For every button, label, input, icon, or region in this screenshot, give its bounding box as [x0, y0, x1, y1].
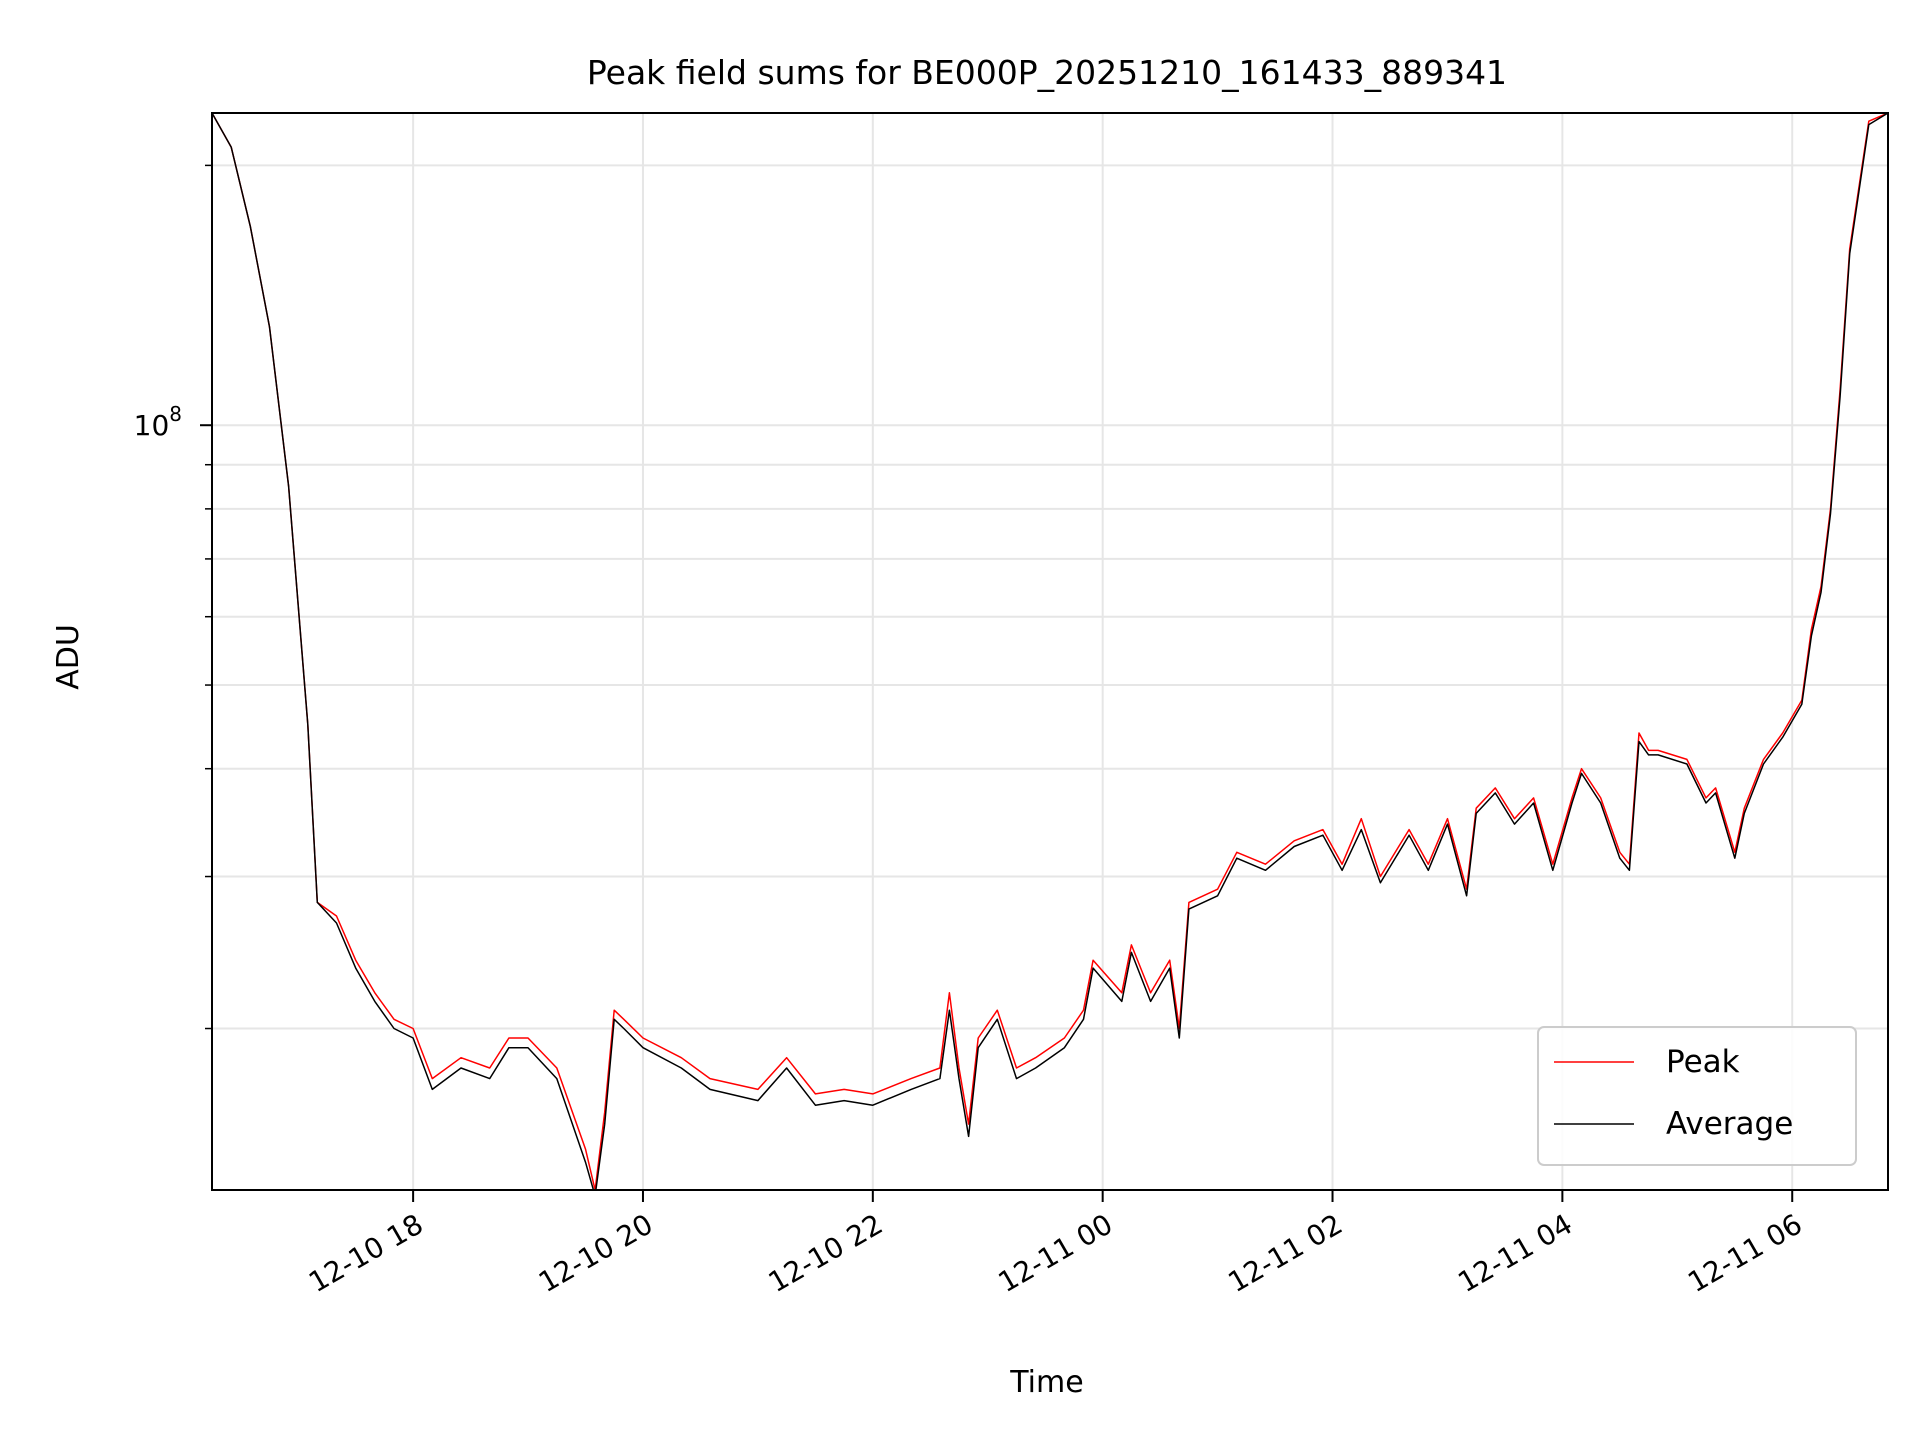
y-tick-exponent: 8	[169, 402, 182, 426]
y-axis-label: ADU	[51, 624, 86, 690]
grid-lines	[212, 113, 1888, 1190]
legend: Peak Average	[1537, 1026, 1857, 1166]
legend-label-average: Average	[1666, 1106, 1793, 1142]
legend-label-peak: Peak	[1666, 1044, 1740, 1080]
y-tick-label: 108	[134, 402, 182, 442]
series-line-peak	[212, 113, 1888, 1190]
x-axis-label: Time	[1009, 1365, 1083, 1400]
series-line-average	[212, 113, 1888, 1190]
chart-title: Peak field sums for BE000P_20251210_1614…	[587, 53, 1507, 92]
axes-frame	[211, 112, 1889, 1191]
plot-area	[212, 113, 1888, 1190]
